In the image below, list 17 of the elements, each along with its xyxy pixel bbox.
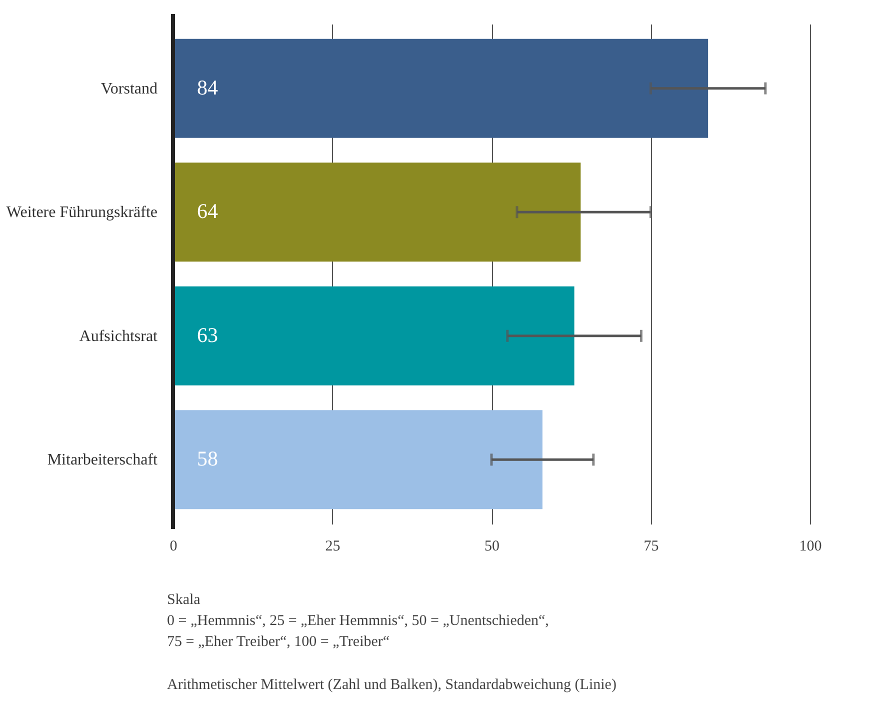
data-label: 58 <box>197 446 218 471</box>
data-label: 63 <box>197 322 218 347</box>
text: Arithmetischer Mittelwert (Zahl und Balken), Standardabweichung (Linie) <box>167 677 616 693</box>
data-label: 84 <box>197 75 218 100</box>
text: 75 = „Eher Treiber“, 100 = „Treiber“ <box>167 634 390 650</box>
x-tick-label: 50 <box>484 538 500 554</box>
x-tick-label: 100 <box>799 538 822 554</box>
text: 0 = „Hemmnis“, 25 = „Eher Hemmnis“, 50 = „Unentschieden“, <box>167 613 549 629</box>
x-tick-label: 0 <box>170 538 178 554</box>
data-label: 64 <box>197 199 218 224</box>
y-tick-label: Mitarbeiterschaft <box>47 452 158 469</box>
y-tick-label: Aufsichtsrat <box>79 328 158 345</box>
text: Skala <box>167 592 201 608</box>
x-tick-label: 25 <box>325 538 340 554</box>
x-tick-label: 75 <box>644 538 659 554</box>
y-tick-label: Weitere Führungskräfte <box>6 204 158 222</box>
y-tick-label: Vorstand <box>100 80 158 98</box>
